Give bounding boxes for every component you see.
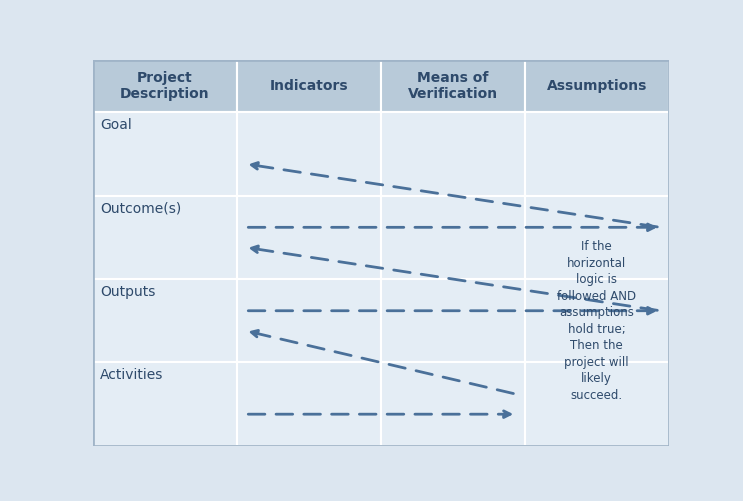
Bar [93,195,237,279]
Bar [525,60,669,112]
Text: If the
horizontal
logic is
followed AND
assumptions
hold true;
Then the
project : If the horizontal logic is followed AND … [557,240,636,401]
Bar [93,362,237,446]
Bar [93,60,237,112]
Bar [237,195,381,279]
Bar [237,60,381,112]
Bar [381,112,525,195]
Bar [381,279,525,362]
Bar [237,112,381,195]
Bar [381,362,525,446]
Bar [381,60,525,112]
Text: Outputs: Outputs [100,285,155,299]
Bar [525,279,669,362]
Text: Indicators: Indicators [270,79,348,93]
Bar [237,362,381,446]
Bar [525,195,669,279]
Bar [237,279,381,362]
Bar [93,112,237,195]
Text: Project
Description: Project Description [120,71,210,101]
Text: Outcome(s): Outcome(s) [100,201,181,215]
Bar [381,195,525,279]
Text: Assumptions: Assumptions [547,79,647,93]
Text: Means of
Verification: Means of Verification [408,71,498,101]
Bar [93,279,237,362]
Bar [525,362,669,446]
Text: Goal: Goal [100,118,132,132]
Bar [525,112,669,195]
Text: Activities: Activities [100,368,163,382]
